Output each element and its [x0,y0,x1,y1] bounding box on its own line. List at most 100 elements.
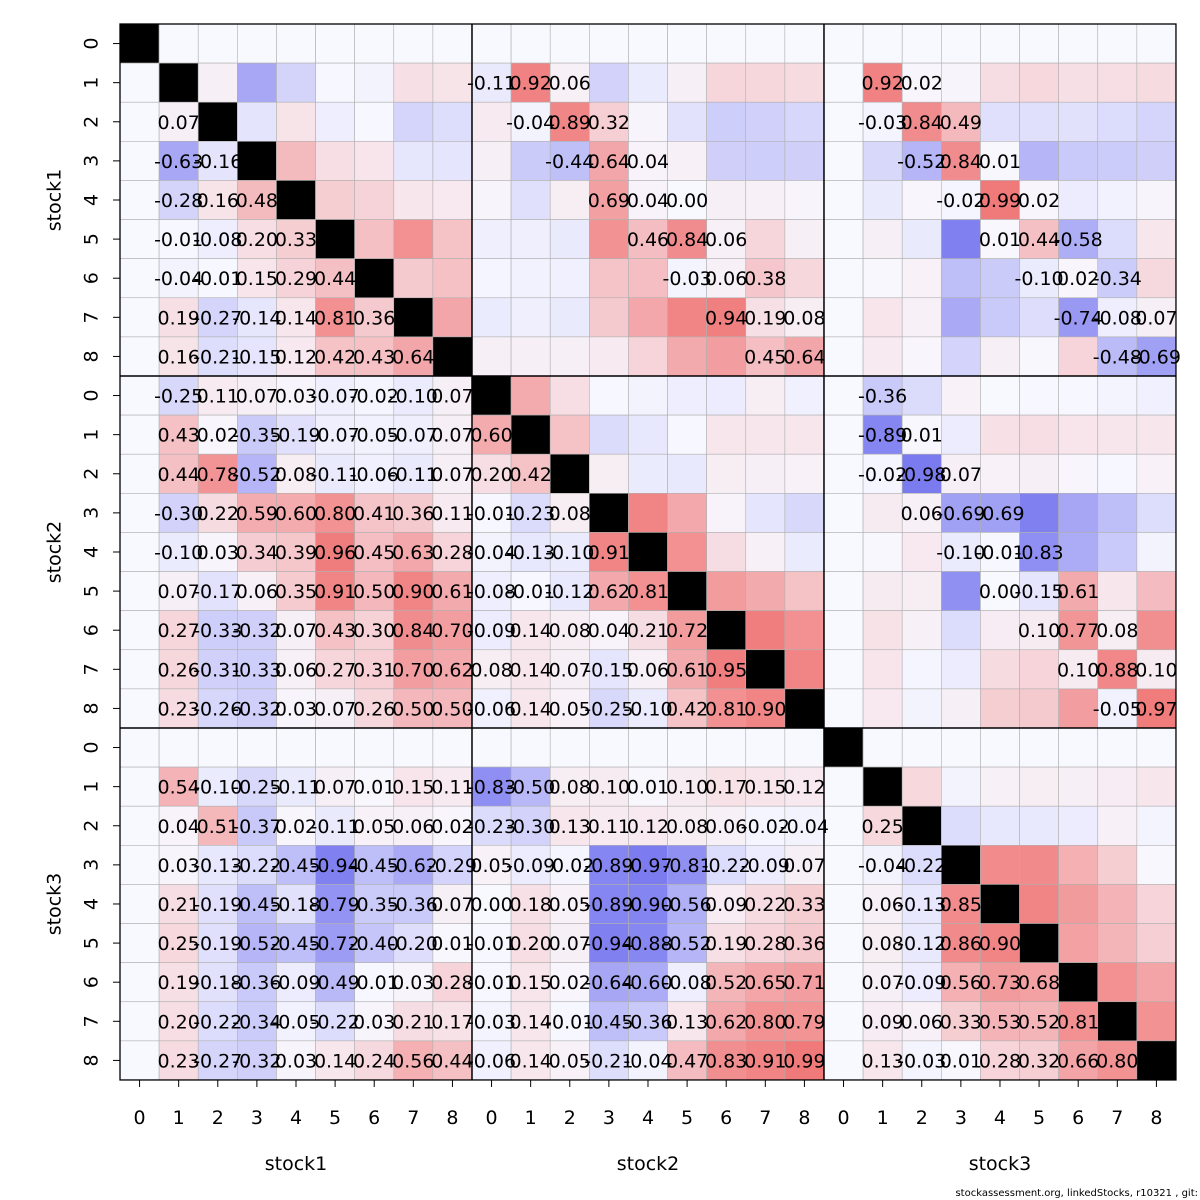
cell-value-17-6: 0.26 [353,698,395,720]
heatmap-cell-10-13 [628,414,668,455]
cell-value-10-5: -0.07 [311,425,360,447]
cell-value-25-24: 0.81 [1057,1011,1099,1033]
heatmap-cell-1-24 [1058,62,1099,103]
heatmap-cell-2-17 [784,101,825,142]
axis-ticks: 0 0 1 1 2 2 3 3 4 4 5 5 6 6 7 7 8 8 0 0 1 1 2 2 3 3 4 4 5 5 6 6 7 7 8 8 0 0 1 1… [81,38,1163,1129]
cell-value-15-1: 0.27 [158,620,200,642]
heatmap-cell-20-25 [1097,805,1138,846]
y-group-label-stock2: stock2 [44,521,66,584]
cell-value-21-2: -0.13 [193,855,242,877]
cell-value-4-21: -0.02 [936,190,985,212]
cell-value-16-10: 0.14 [509,659,551,681]
heatmap-cell-12-1 [158,493,199,533]
x-tick-label: 2 [212,1107,224,1129]
heatmap-cell-9-1 [158,375,199,416]
cell-value-22-10: 0.18 [509,894,551,916]
cell-value-17-3: -0.32 [232,698,281,720]
heatmap-cell-6-9 [471,258,512,299]
cell-value-25-2: -0.22 [193,1011,242,1033]
heatmap-cell-21-4 [276,845,316,885]
cell-value-7-1: 0.19 [158,307,200,329]
cell-value-6-15: 0.06 [705,268,747,290]
heatmap-cell-7-24 [1058,297,1099,338]
heatmap-cell-16-1 [158,649,199,690]
heatmap-cell-18-22 [980,727,1020,768]
cell-value-19-8: 0.11 [431,777,473,799]
cell-value-11-8: 0.07 [431,464,473,486]
heatmap-cell-0-20 [901,23,942,64]
heatmap-cell-24-22 [980,962,1020,1003]
cell-value-21-11: -0.02 [545,855,594,877]
cell-value-19-11: 0.08 [549,777,591,799]
cell-value-25-9: -0.03 [467,1011,516,1033]
cell-value-4-3: 0.48 [236,190,278,212]
y-tick-label: 3 [81,859,103,871]
cell-value-5-14: 0.84 [666,229,708,251]
heatmap-cell-9-6 [354,375,395,416]
heatmap-cell-22-23 [1019,884,1059,924]
cell-value-14-2: -0.17 [193,581,242,603]
heatmap-cell-0-19 [862,23,903,64]
heatmap-cell-25-18 [823,1001,864,1042]
cell-value-26-16: 0.91 [744,1050,786,1072]
heatmap-cell-13-16 [745,532,786,572]
heatmap-cell-21-0 [119,845,160,885]
heatmap-cell-21-1 [158,845,199,885]
heatmap-cell-17-6 [354,688,395,729]
cell-value-9-7: -0.10 [389,386,438,408]
heatmap-cell-6-10 [510,258,551,299]
cell-value-25-10: 0.14 [509,1011,551,1033]
heatmap-cell-13-3 [237,532,277,572]
heatmap-cell-4-5 [315,180,355,220]
y-tick-label: 1 [81,77,103,89]
heatmap-cell-18-17 [784,727,825,768]
cell-value-24-2: -0.18 [193,972,242,994]
cell-value-13-1: -0.10 [154,542,203,564]
cell-value-19-16: 0.15 [744,777,786,799]
cell-value-11-10: 0.42 [509,464,551,486]
heatmap-cells [119,23,1177,1081]
cell-value-10-3: -0.35 [232,425,281,447]
heatmap-cell-24-18 [823,962,864,1003]
heatmap-cell-0-8 [432,23,473,64]
heatmap-cell-18-26 [1136,727,1177,768]
cell-value-25-5: -0.22 [311,1011,360,1033]
heatmap-cell-17-19 [862,688,903,729]
cell-value-8-4: 0.12 [275,346,317,368]
heatmap-cell-20-22 [980,805,1020,846]
heatmap-cell-3-6 [354,141,395,181]
cell-value-2-1: 0.07 [158,112,200,134]
cell-value-15-6: 0.30 [353,620,395,642]
heatmap-cell-13-24 [1058,532,1099,572]
cell-value-24-11: 0.02 [549,972,591,994]
heatmap-cell-8-21 [941,336,981,377]
heatmap-cell-2-5 [315,101,355,142]
heatmap-cell-15-6 [354,610,395,651]
cell-value-26-20: -0.03 [897,1050,946,1072]
heatmap-cell-2-20 [901,101,942,142]
heatmap-cell-1-16 [745,62,786,103]
heatmap-cell-10-22 [980,414,1020,455]
heatmap-cell-14-23 [1019,571,1059,611]
x-tick-label: 1 [173,1107,185,1129]
heatmap-cell-8-12 [589,336,629,377]
heatmap-cell-22-6 [354,884,395,924]
heatmap-cell-8-3 [237,336,277,377]
heatmap-cell-22-19 [862,884,903,924]
cell-value-6-1: -0.04 [154,268,203,290]
heatmap-cell-21-14 [667,845,707,885]
cell-value-23-21: 0.86 [940,933,982,955]
y-tick-label: 1 [81,429,103,441]
heatmap-cell-20-14 [667,805,707,846]
heatmap-cell-4-16 [745,180,786,220]
heatmap-cell-3-21 [941,141,981,181]
cell-value-17-4: 0.03 [275,698,317,720]
cell-value-7-2: -0.27 [193,307,242,329]
cell-value-16-7: 0.70 [392,659,434,681]
heatmap-cell-7-10 [510,297,551,338]
heatmap-cell-7-17 [784,297,825,338]
heatmap-cell-12-16 [745,493,786,533]
heatmap-cell-10-15 [706,414,747,455]
heatmap-cell-15-21 [941,610,981,651]
y-tick-label: 0 [81,741,103,753]
